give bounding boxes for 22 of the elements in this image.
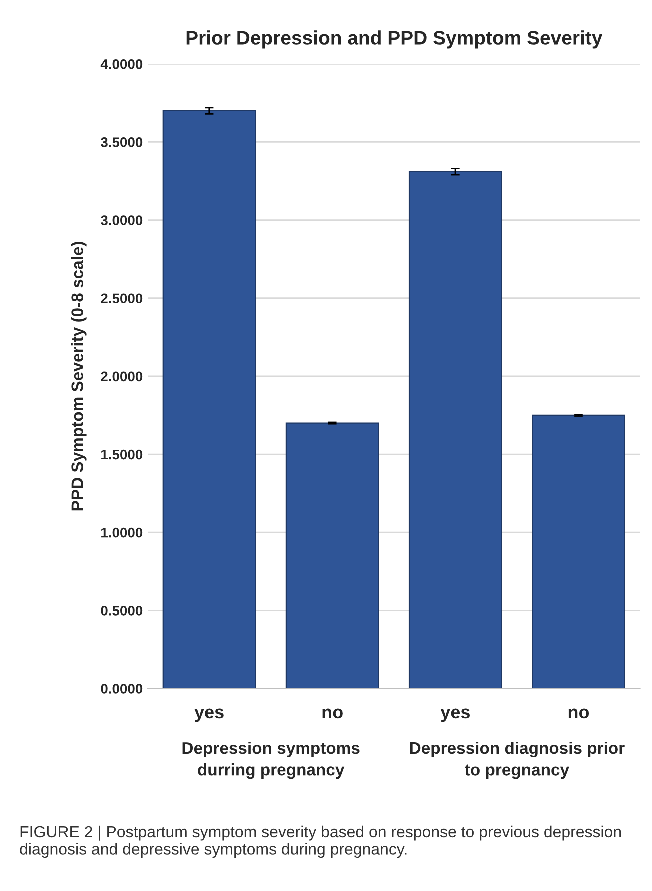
y-tick-label: 0.0000 <box>101 684 143 694</box>
y-tick-label: 1.0000 <box>102 528 143 538</box>
caption: FIGURE 2 | Postpartum symptom severity based on response to previous depression diagnosis and depressive symptoms during pregnancy. <box>20 826 622 858</box>
y-tick-label: 1.5000 <box>102 450 143 460</box>
x-tick-label: yes <box>194 708 224 722</box>
x-tick-label: yes <box>440 708 470 722</box>
y-tick-label: 2.0000 <box>101 372 143 382</box>
bar <box>408 171 502 689</box>
bar <box>532 414 626 689</box>
text: Depression symptoms durring pregnancy <box>182 742 360 780</box>
bar <box>286 422 380 689</box>
y-tick-label: 0.5000 <box>101 606 143 616</box>
y-tick-label: 3.0000 <box>100 216 143 226</box>
y-axis-title: PPD Symptom Severity (0-8 scale) <box>71 242 87 511</box>
y-tick-label: 3.5000 <box>100 138 143 148</box>
y-tick-label: 4.0000 <box>100 59 143 70</box>
chart-title: Prior Depression and PPD Symptom Severity <box>186 30 603 49</box>
x-tick-label: no <box>322 708 343 719</box>
bar <box>162 110 256 689</box>
y-tick-label: 2.5000 <box>101 294 143 304</box>
text: Depression diagnosis prior to pregnancy <box>410 742 625 780</box>
x-tick-label: no <box>568 708 590 719</box>
